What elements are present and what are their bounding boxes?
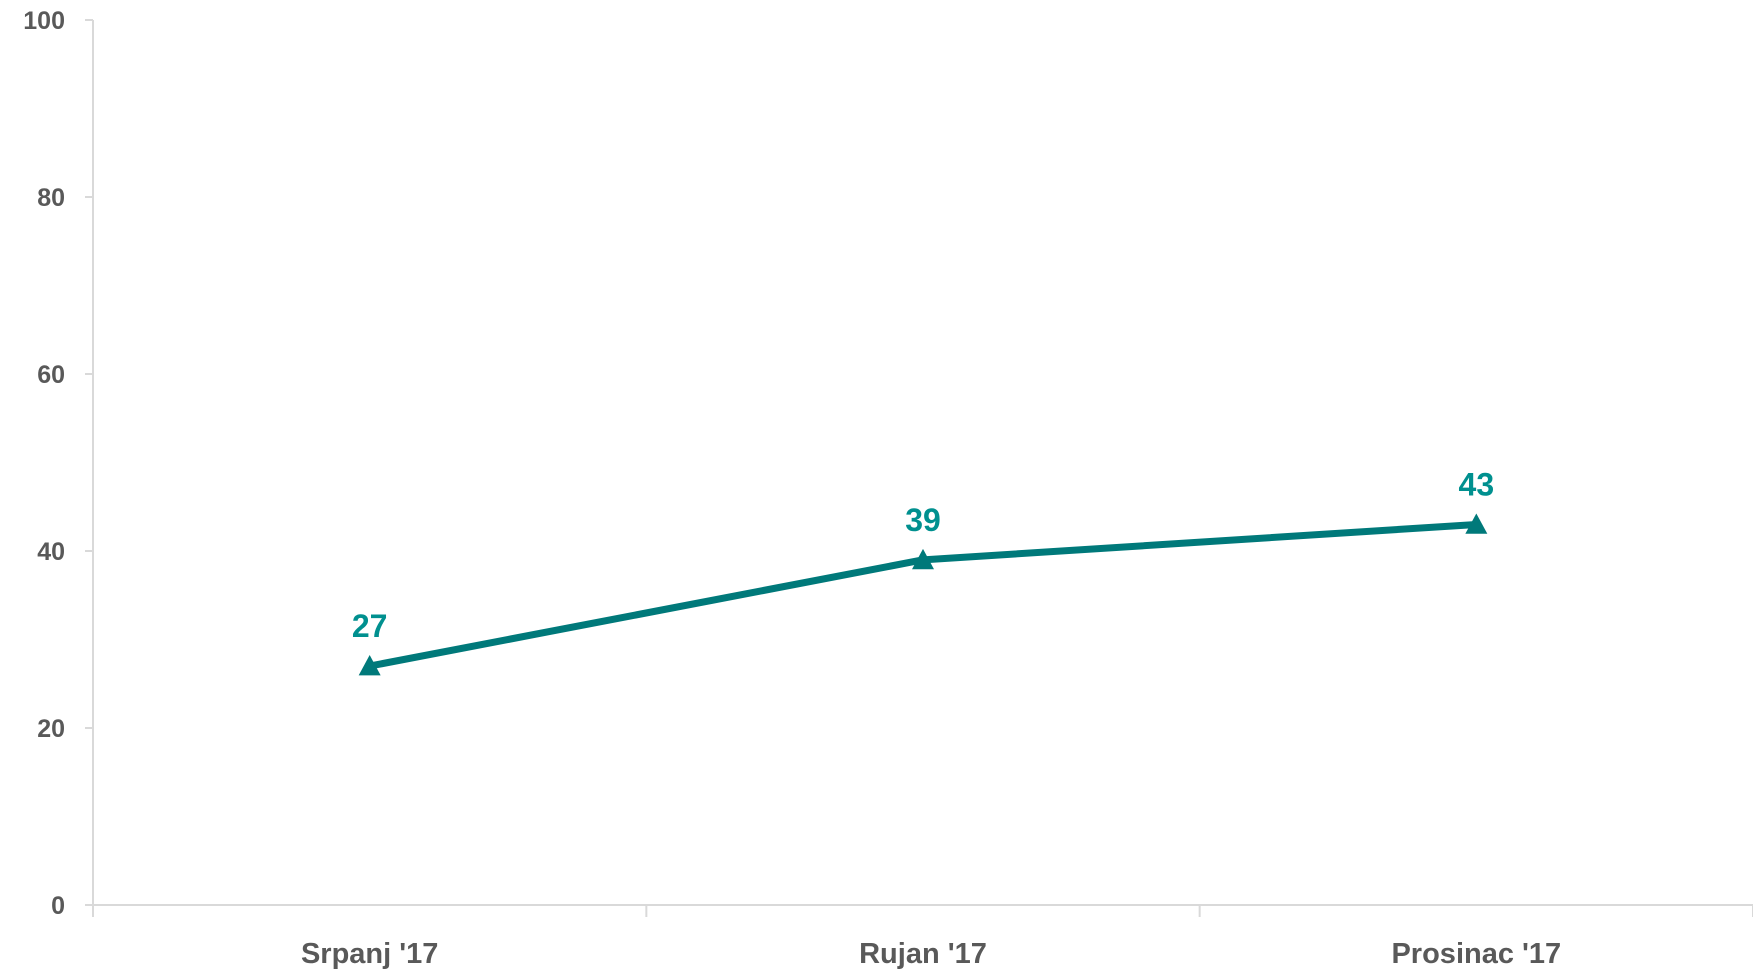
data-point-marker [912,548,934,570]
y-tick-label: 100 [23,7,65,35]
y-tick-label: 80 [37,184,65,212]
data-label-group: 27 39 43 [352,466,1494,644]
data-point-marker [358,655,381,676]
x-tick-label: Rujan '17 [859,938,987,970]
y-tick-label: 20 [37,715,65,743]
data-label: 39 [905,502,941,538]
axes [85,20,1753,906]
x-tick-label: Prosinac '17 [1391,938,1561,970]
y-tick-labels: 0 20 40 60 80 100 [23,7,1753,920]
data-label: 43 [1459,466,1495,502]
y-tick-label: 40 [37,538,65,566]
x-tick-label: Srpanj '17 [301,938,438,970]
x-tick-labels: Srpanj '17 Rujan '17 Prosinac '17 [301,938,1561,970]
data-label: 27 [352,608,388,644]
series-group [358,513,1488,676]
y-tick-label: 0 [51,892,65,920]
y-tick-label: 60 [37,361,65,389]
data-point-marker [1465,513,1488,534]
series-line [366,520,1480,670]
